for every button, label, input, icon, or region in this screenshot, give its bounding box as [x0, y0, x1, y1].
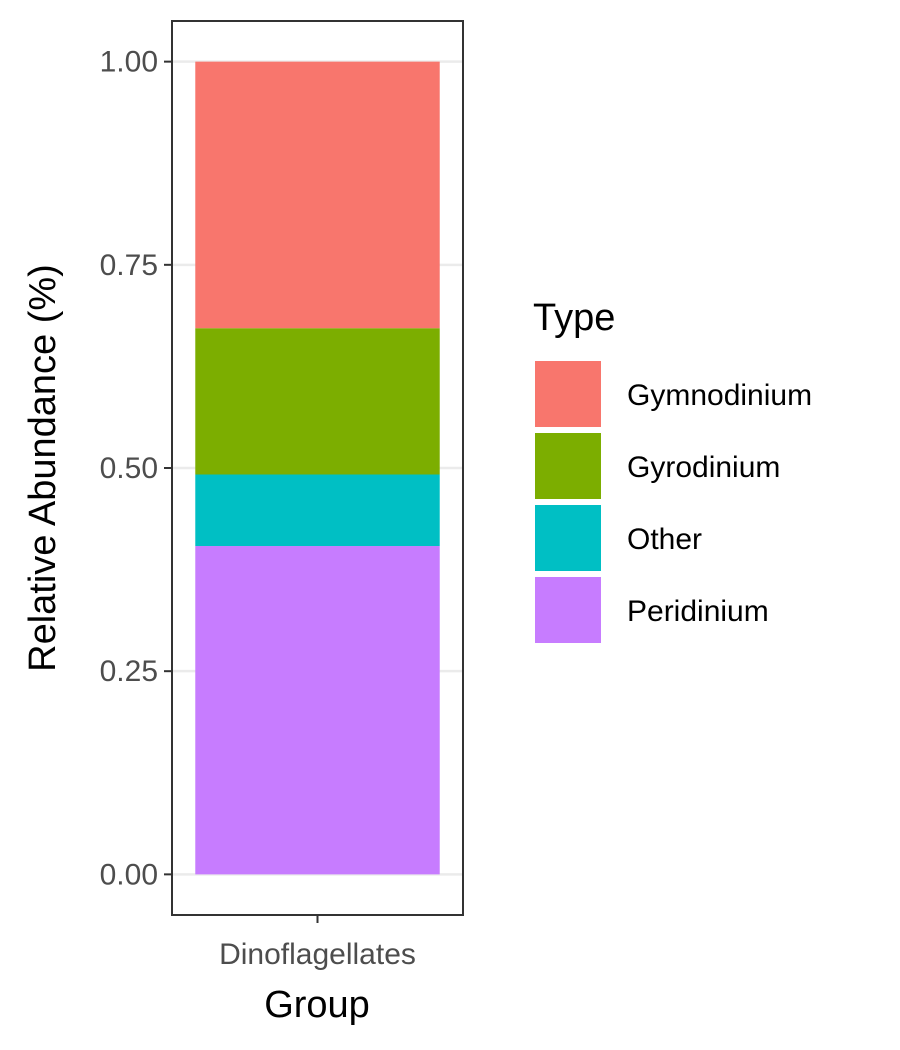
- y-axis: 0.00 0.25 0.50 0.75 1.00: [100, 46, 172, 891]
- y-tick-label: 0.50: [100, 452, 158, 485]
- x-tick-label: Dinoflagellates: [219, 938, 416, 971]
- bar-segment-other: [195, 474, 440, 547]
- legend-label: Gymnodinium: [627, 379, 812, 412]
- y-tick-label: 0.00: [100, 858, 158, 891]
- bar-segment-gymnodinium: [195, 61, 440, 329]
- legend-label: Other: [627, 523, 702, 556]
- legend-swatch: [535, 361, 601, 427]
- bar-segments: [195, 61, 440, 875]
- legend-label: Gyrodinium: [627, 451, 780, 484]
- x-axis: Dinoflagellates: [219, 915, 416, 971]
- y-tick-label: 0.75: [100, 249, 158, 282]
- legend-label: Peridinium: [627, 595, 769, 628]
- bar-segment-gyrodinium: [195, 328, 440, 475]
- y-tick-label: 0.25: [100, 655, 158, 688]
- bar-segment-peridinium: [195, 546, 440, 875]
- y-tick-label: 1.00: [100, 46, 158, 79]
- legend-swatch: [535, 505, 601, 571]
- legend-title: Type: [533, 297, 615, 339]
- legend-swatch: [535, 577, 601, 643]
- x-axis-title: Group: [264, 984, 370, 1026]
- legend-swatch: [535, 433, 601, 499]
- y-axis-title: Relative Abundance (%): [22, 264, 64, 672]
- legend: Type Gymnodinium Gyrodinium Other Peridiniu…: [533, 297, 812, 643]
